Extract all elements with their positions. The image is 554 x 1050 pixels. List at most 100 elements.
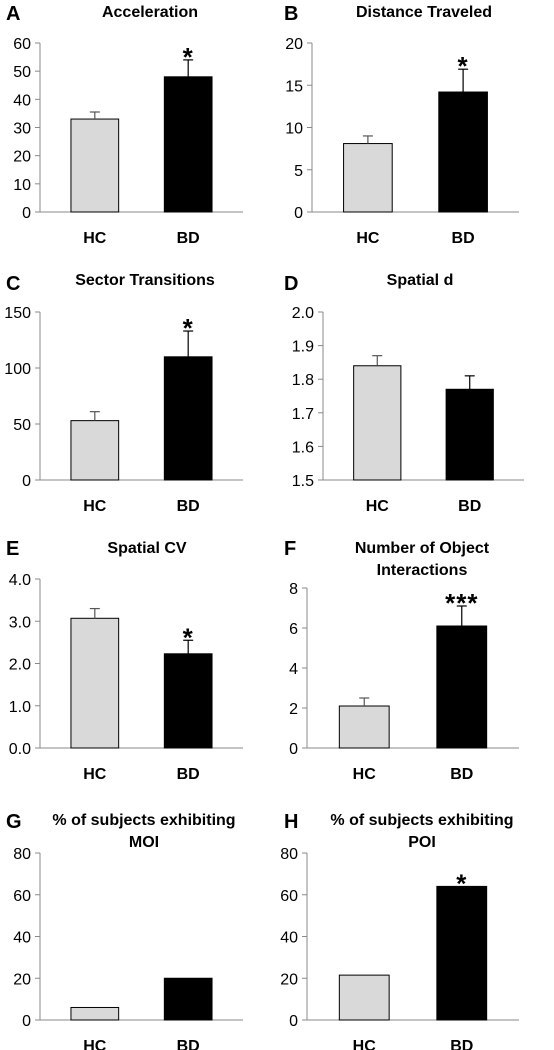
panel-h-bar-hc [338, 974, 390, 1021]
panel-h-title: POI [408, 834, 436, 851]
panel-c-significance-bd: * [183, 313, 194, 343]
panel-h-category-label: BD [450, 1038, 473, 1050]
panel-g-letter: G [6, 811, 22, 833]
panel-g-category-label: BD [177, 1038, 200, 1050]
panel-e-significance-bd: * [183, 622, 194, 652]
panel-g-y-tick-label: 60 [13, 888, 31, 905]
panel-e-y-tick-label: 1.0 [9, 699, 31, 716]
panel-h-y-tick-label: 60 [280, 888, 298, 905]
panel-g-y-tick-label: 80 [13, 846, 31, 863]
panel-f-title: Number of Object [355, 540, 490, 557]
panel-h-y-tick-label: 40 [280, 930, 298, 947]
panel-d-y-tick-label: 1.7 [292, 406, 314, 423]
panel-h-title: % of subjects exhibiting [330, 812, 513, 829]
panel-e-title: Spatial CV [107, 540, 186, 557]
panel-a-y-tick-label: 50 [13, 64, 31, 81]
panel-a-category-label: BD [177, 230, 200, 247]
panel-d-bar-bd [445, 388, 494, 481]
panel-d-category-label: BD [458, 498, 481, 515]
panel-a-letter: A [6, 3, 20, 25]
panel-c-y-tick-label: 150 [4, 305, 31, 322]
panel-f-y-tick-label: 6 [289, 621, 298, 638]
panel-c-bar-hc [70, 420, 120, 481]
panel-g-y-tick-label: 40 [13, 930, 31, 947]
panel-d-y-tick-label: 1.9 [292, 339, 314, 356]
panel-a-title: Acceleration [102, 4, 198, 21]
panel-f-bar-bd [436, 625, 488, 749]
panel-e-category-label: HC [83, 766, 107, 783]
panel-d-y-tick-label: 2.0 [292, 305, 314, 322]
panel-f-category-label: BD [450, 766, 473, 783]
panel-h-y-tick-label: 80 [280, 846, 298, 863]
panel-e-bar-bd [163, 653, 213, 749]
panel-a-y-tick-label: 10 [13, 177, 31, 194]
panel-b-category-label: HC [356, 230, 380, 247]
panel-e-y-tick-label: 3.0 [9, 614, 31, 631]
panel-c-y-tick-label: 100 [4, 361, 31, 378]
panel-a-bar-bd [163, 76, 213, 213]
panel-g-title: MOI [129, 834, 159, 851]
panel-h-y-tick-label: 0 [289, 1013, 298, 1030]
panel-h-category-label: HC [353, 1038, 377, 1050]
panel-g-y-tick-label: 0 [22, 1013, 31, 1030]
panel-c-letter: C [6, 273, 20, 295]
panel-g-title: % of subjects exhibiting [52, 812, 235, 829]
panel-g-bar-bd [163, 977, 213, 1021]
panel-h-significance-bd: * [456, 868, 467, 898]
panel-a-y-tick-label: 30 [13, 121, 31, 138]
panel-b-y-tick-label: 0 [294, 205, 303, 222]
panel-f-y-tick-label: 8 [289, 581, 298, 598]
panel-e-y-tick-label: 4.0 [9, 572, 31, 589]
panel-c-category-label: BD [177, 498, 200, 515]
panel-g-bar-hc [70, 1006, 120, 1021]
panel-b-bar-hc [343, 143, 393, 213]
panel-g-y-tick-label: 20 [13, 971, 31, 988]
panel-b-y-tick-label: 15 [285, 78, 303, 95]
panel-b-significance-bd: * [458, 51, 469, 81]
panel-f-y-tick-label: 2 [289, 701, 298, 718]
panel-e-y-tick-label: 2.0 [9, 657, 31, 674]
panel-b-bar-bd [438, 91, 488, 213]
panel-h-y-tick-label: 20 [280, 971, 298, 988]
panel-e-y-tick-label: 0.0 [9, 741, 31, 758]
panel-d-category-label: HC [366, 498, 390, 515]
panel-b-title: Distance Traveled [356, 4, 492, 21]
panel-a-category-label: HC [83, 230, 107, 247]
panel-g-category-label: HC [83, 1038, 107, 1050]
panel-d-y-tick-label: 1.6 [292, 439, 314, 456]
panel-h-bar-bd [436, 885, 488, 1021]
panel-b-letter: B [284, 3, 298, 25]
panel-c-y-tick-label: 0 [22, 473, 31, 490]
panel-b-y-tick-label: 5 [294, 163, 303, 180]
panel-e-category-label: BD [177, 766, 200, 783]
panel-c-title: Sector Transitions [75, 272, 215, 289]
panel-f-bar-hc [338, 705, 390, 749]
panel-e-letter: E [6, 538, 19, 560]
panel-f-letter: F [284, 538, 296, 560]
panel-d-y-tick-label: 1.5 [292, 473, 314, 490]
panel-c-bar-bd [163, 356, 213, 481]
panel-b-y-tick-label: 20 [285, 36, 303, 53]
panel-a-y-tick-label: 0 [22, 205, 31, 222]
panel-a-y-tick-label: 40 [13, 92, 31, 109]
panel-d-bar-hc [353, 365, 402, 481]
panel-b-category-label: BD [452, 230, 475, 247]
panel-c-y-tick-label: 50 [13, 417, 31, 434]
panel-d-y-tick-label: 1.8 [292, 372, 314, 389]
panel-e-bar-hc [70, 617, 120, 749]
panel-d-title: Spatial d [387, 272, 454, 289]
panel-a-y-tick-label: 60 [13, 36, 31, 53]
panel-a-y-tick-label: 20 [13, 149, 31, 166]
panel-c-category-label: HC [83, 498, 107, 515]
panel-h-letter: H [284, 811, 298, 833]
panel-f-significance-bd: *** [445, 588, 478, 618]
panel-b-y-tick-label: 10 [285, 121, 303, 138]
panel-f-y-tick-label: 0 [289, 741, 298, 758]
panel-a-bar-hc [70, 118, 120, 213]
panel-d-letter: D [284, 273, 298, 295]
panel-f-title: Interactions [377, 562, 468, 579]
panel-f-category-label: HC [353, 766, 377, 783]
panel-a-significance-bd: * [183, 42, 194, 72]
panel-f-y-tick-label: 4 [289, 661, 298, 678]
